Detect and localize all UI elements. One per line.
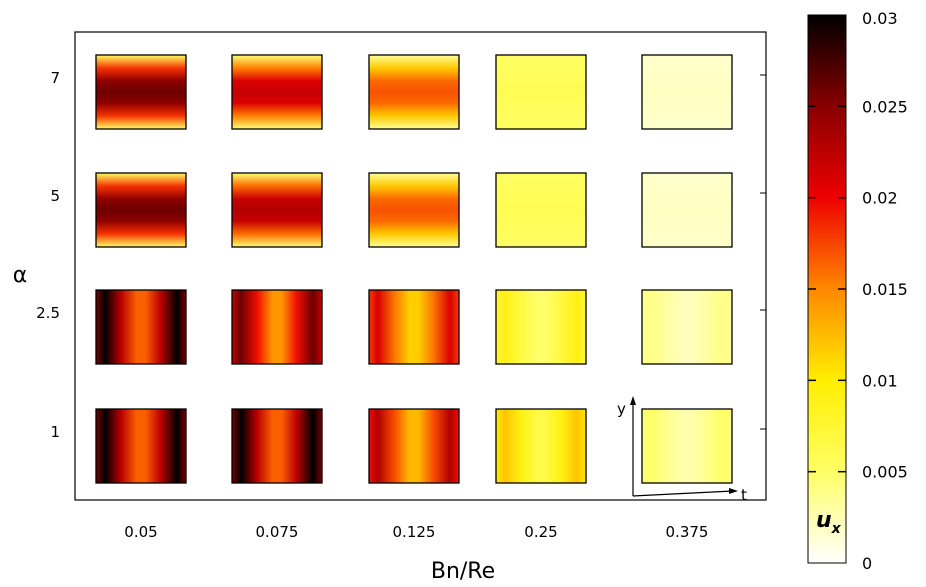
heatmap-cell	[368, 289, 460, 365]
x-tick-label: 0.075	[256, 523, 299, 541]
colorbar-tick-label: 0.025	[862, 97, 908, 116]
heatmap-cell	[95, 172, 187, 248]
x-tick-label: 0.05	[124, 523, 157, 541]
heatmap-cell	[495, 54, 587, 130]
heatmap-cell	[495, 289, 587, 365]
x-tick-label: 0.125	[393, 523, 436, 541]
colorbar-tick-label: 0	[862, 554, 872, 573]
x-tick-label: 0.25	[524, 523, 557, 541]
colorbar: 0.03 0.025 0.02 0.015 0.01 0.005 0 ux	[807, 9, 908, 573]
y-tick-label: 7	[50, 69, 60, 87]
heatmap-cell	[495, 408, 587, 484]
y-axis-label: α	[13, 263, 28, 288]
heatmap-cell	[368, 408, 460, 484]
x-tick-label: 0.375	[666, 523, 709, 541]
colorbar-tick-label: 0.01	[862, 371, 898, 390]
heatmap-cell	[231, 408, 323, 484]
colorbar-label-sub: x	[831, 521, 842, 537]
y-tick-label: 5	[50, 187, 60, 205]
y-tick-label: 1	[50, 423, 60, 441]
heatmap-cells	[95, 54, 733, 484]
heatmap-cell	[95, 289, 187, 365]
heatmap-cell	[641, 289, 733, 365]
colorbar-tick-label: 0.005	[862, 463, 908, 482]
inset-y-arrow-icon	[630, 396, 636, 405]
heatmap-cell	[495, 172, 587, 248]
heatmap-cell	[231, 54, 323, 130]
plot-frame	[74, 31, 767, 501]
heatmap-cell	[231, 289, 323, 365]
heatmap-cell	[368, 172, 460, 248]
inset-x-label: t	[741, 486, 747, 504]
colorbar-ticks: 0.03 0.025 0.02 0.015 0.01 0.005 0	[808, 9, 908, 573]
heatmap-cell	[641, 54, 733, 130]
inset-x-arrow-icon	[729, 488, 738, 494]
colorbar-tick-label: 0.03	[862, 9, 898, 28]
heatmap-cell	[641, 172, 733, 248]
heatmap-cell	[641, 408, 733, 484]
x-axis-label: Bn/Re	[431, 559, 495, 584]
heatmap-cell	[95, 54, 187, 130]
inset-y-label: y	[617, 400, 626, 418]
heatmap-cell	[231, 172, 323, 248]
colorbar-tick-label: 0.015	[862, 280, 908, 299]
colorbar-label-main: u	[816, 508, 832, 533]
inset-axes: y t	[617, 396, 747, 504]
y-tick-label: 2.5	[36, 304, 60, 322]
heatmap-cell	[95, 408, 187, 484]
colorbar-tick-label: 0.02	[862, 189, 898, 208]
inset-x-axis	[632, 490, 734, 497]
axis-ticks: 0.05 0.075 0.125 0.25 0.375 7 5 2.5 1	[36, 69, 766, 541]
colorbar-label: ux	[816, 508, 842, 537]
heatmap-cell	[368, 54, 460, 130]
